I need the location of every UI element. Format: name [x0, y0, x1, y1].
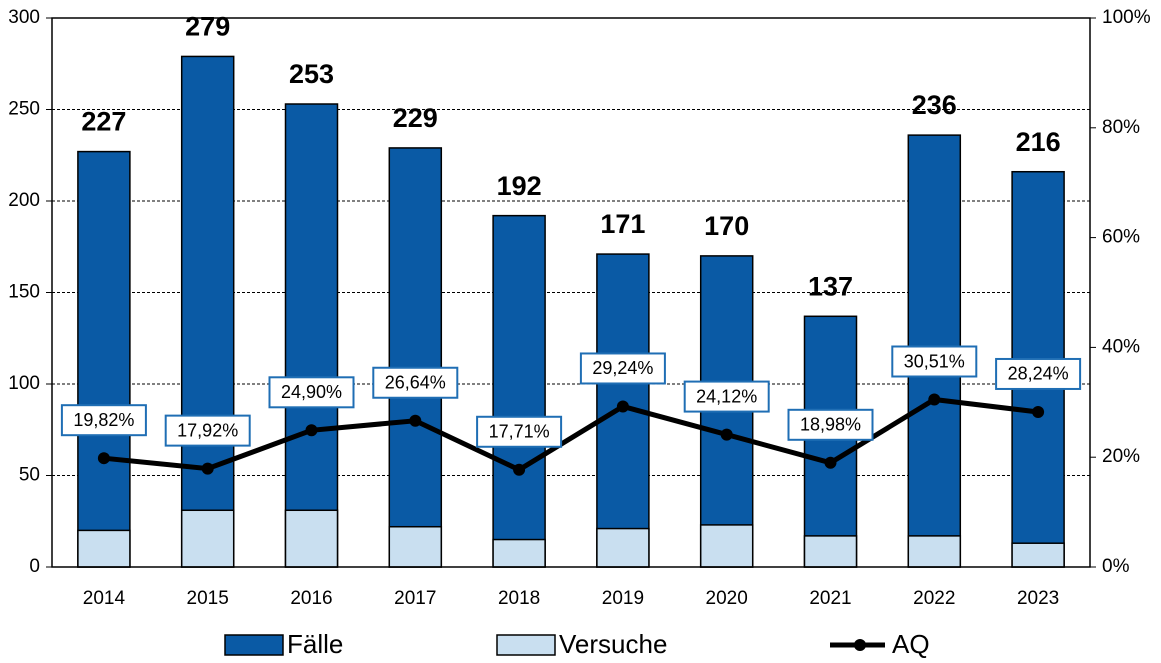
legend-label: AQ: [892, 629, 930, 659]
bar: [284, 509, 339, 568]
x-tick-label: 2015: [187, 588, 229, 609]
bar: [803, 315, 858, 568]
y-tick-label: 200: [8, 190, 40, 211]
x-tick-label: 2021: [809, 588, 851, 609]
bar: [180, 55, 235, 568]
y-tick-label: 250: [8, 99, 40, 120]
x-tick-label: 2017: [394, 588, 436, 609]
bar: [388, 147, 443, 568]
y2-tick-label: 60%: [1102, 227, 1140, 248]
bar-total-label: 229: [393, 103, 438, 133]
value-label-box: [787, 408, 874, 441]
value-label: 17,71%: [489, 422, 550, 442]
value-label-box: [164, 414, 251, 447]
value-label: 29,24%: [592, 358, 653, 378]
y-tick-label: 150: [8, 282, 40, 303]
bar-total-label: 137: [808, 271, 853, 301]
bar: [699, 524, 754, 568]
line-point: [1032, 405, 1045, 418]
x-tick-label: 2020: [706, 588, 748, 609]
x-tick-label: 2016: [290, 588, 332, 609]
bar: [77, 529, 131, 568]
bar-total-label: 253: [289, 59, 334, 89]
value-label: 24,90%: [281, 382, 342, 402]
bar: [284, 103, 339, 568]
line-point: [513, 463, 526, 476]
line-point: [409, 414, 422, 427]
line-point: [97, 452, 110, 465]
line-point: [720, 428, 733, 441]
line-point: [305, 424, 318, 437]
y2-tick-label: 40%: [1102, 336, 1140, 357]
x-tick-label: 2018: [498, 588, 540, 609]
y2-tick-label: 20%: [1102, 446, 1140, 467]
value-label-box: [995, 357, 1082, 390]
x-tick-label: 2022: [913, 588, 955, 609]
legend-swatch: [496, 634, 556, 656]
value-label-box: [268, 376, 355, 409]
y-tick-label: 300: [8, 7, 40, 28]
value-label-box: [372, 366, 459, 399]
value-label: 24,12%: [696, 386, 757, 406]
value-label: 30,51%: [904, 351, 965, 371]
line-point: [616, 400, 629, 413]
value-label: 17,92%: [177, 420, 238, 440]
line: [103, 396, 1039, 473]
bar-total-label: 236: [912, 90, 957, 120]
bar-total-label: 216: [1016, 127, 1061, 157]
y2-tick-label: 0%: [1102, 556, 1130, 577]
line-point: [824, 456, 837, 469]
plot-frame: [51, 17, 1091, 568]
bar: [388, 525, 443, 568]
bar: [907, 535, 962, 568]
x-tick-label: 2019: [602, 588, 644, 609]
value-label: 19,82%: [73, 410, 134, 430]
value-label-box: [891, 345, 978, 378]
x-tick-label: 2014: [83, 588, 126, 609]
legend-dot: [854, 639, 866, 651]
bar: [492, 538, 546, 568]
value-label-box: [683, 380, 770, 413]
bar: [803, 535, 858, 568]
bar: [1011, 542, 1065, 568]
value-label-box: [60, 404, 147, 437]
value-label-box: [579, 352, 666, 385]
y-tick-label: 50: [19, 465, 40, 486]
legend-swatch: [224, 634, 284, 656]
value-label: 28,24%: [1008, 364, 1069, 384]
line-point: [201, 462, 214, 475]
bar-total-label: 170: [704, 211, 749, 241]
y-tick-label: 100: [8, 373, 40, 394]
y2-tick-label: 80%: [1102, 117, 1140, 138]
bar: [492, 214, 546, 568]
bar-total-label: 192: [497, 171, 542, 201]
bar: [596, 527, 650, 568]
bar: [180, 509, 235, 568]
x-tick-label: 2023: [1017, 588, 1059, 609]
bar-total-label: 171: [600, 209, 645, 239]
legend-label: Fälle: [287, 629, 343, 659]
y2-tick-label: 100%: [1102, 7, 1151, 28]
bar-total-label: 279: [185, 12, 230, 42]
line-point: [928, 393, 941, 406]
legend-label: Versuche: [559, 629, 667, 659]
bar-total-label: 227: [81, 107, 126, 137]
value-label: 18,98%: [800, 415, 861, 435]
bar: [77, 150, 131, 568]
y-tick-label: 0: [29, 556, 40, 577]
value-label-box: [476, 415, 563, 448]
value-label: 26,64%: [385, 372, 446, 392]
